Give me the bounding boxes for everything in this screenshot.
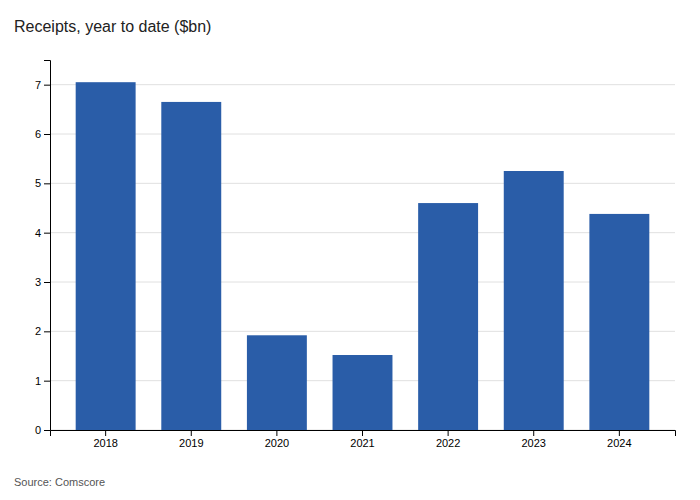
- y-tick-label: 6: [35, 128, 41, 140]
- x-axis-line: [51, 431, 676, 437]
- bars: [76, 82, 650, 430]
- y-tick-label: 3: [35, 276, 41, 288]
- grid: [50, 85, 675, 430]
- grid-line: [50, 282, 675, 283]
- x-tick-mark: [362, 430, 363, 436]
- y-tick-mark: [44, 134, 50, 135]
- x-tick-mark: [448, 430, 449, 436]
- x-tick: 2021: [350, 430, 374, 449]
- y-tick-label: 7: [35, 79, 41, 91]
- grid-line: [50, 183, 675, 184]
- y-tick-label: 1: [35, 375, 41, 387]
- bar: [76, 82, 136, 430]
- title: Receipts, year to date ($bn): [14, 18, 211, 35]
- x-tick-label: 2019: [179, 437, 203, 449]
- x-tick: 2018: [93, 430, 117, 449]
- grid-line: [50, 232, 675, 233]
- x-tick: 2023: [521, 430, 545, 449]
- grid-line: [50, 84, 675, 85]
- y-tick-mark: [44, 233, 50, 234]
- y-tick: 5: [35, 177, 50, 189]
- plot-area: 0 1 2 3 4 5 6 7 2018 2019 2020 2021 2022 2023 2024: [35, 61, 676, 449]
- x-tick-mark: [619, 430, 620, 436]
- x-tick-mark: [276, 430, 277, 436]
- x-tick: 2024: [607, 430, 631, 449]
- x-tick-mark: [105, 430, 106, 436]
- y-tick-mark: [44, 282, 50, 283]
- x-tick-mark: [191, 430, 192, 436]
- x-tick-label: 2018: [93, 437, 117, 449]
- chart-svg: 0 1 2 3 4 5 6 7 2018 2019 2020 2021 2022 2023 2024 Rece…: [0, 0, 700, 500]
- y-tick-label: 5: [35, 177, 41, 189]
- x-tick: 2022: [436, 430, 460, 449]
- y-tick-label: 2: [35, 325, 41, 337]
- bar: [504, 171, 564, 430]
- y-axis-line: [44, 61, 51, 431]
- annotation: Source: Comscore: [14, 476, 105, 488]
- y-tick-label: 0: [35, 424, 41, 436]
- y-tick: 1: [35, 375, 50, 387]
- x-tick-label: 2020: [265, 437, 289, 449]
- y-tick-mark: [44, 430, 50, 431]
- grid-line: [50, 134, 675, 135]
- x-tick: 2019: [179, 430, 203, 449]
- y-tick-mark: [44, 183, 50, 184]
- y-tick: 0: [35, 424, 50, 436]
- y-tick: 7: [35, 79, 50, 91]
- y-tick-label: 4: [35, 227, 41, 239]
- x-tick-label: 2023: [521, 437, 545, 449]
- y-tick-mark: [44, 85, 50, 86]
- x-axis: 2018 2019 2020 2021 2022 2023 2024: [51, 430, 676, 449]
- bar: [418, 203, 478, 430]
- y-tick-mark: [44, 381, 50, 382]
- y-tick: 3: [35, 276, 50, 288]
- y-tick: 2: [35, 325, 50, 337]
- bar: [333, 355, 393, 430]
- y-tick: 4: [35, 227, 50, 239]
- bar: [247, 335, 307, 430]
- x-tick-mark: [533, 430, 534, 436]
- x-tick-label: 2021: [350, 437, 374, 449]
- y-tick-mark: [44, 331, 50, 332]
- x-tick: 2020: [265, 430, 289, 449]
- grid-line: [50, 331, 675, 332]
- x-tick-label: 2024: [607, 437, 631, 449]
- bar: [589, 214, 649, 430]
- x-tick-label: 2022: [436, 437, 460, 449]
- y-tick: 6: [35, 128, 50, 140]
- y-axis: 0 1 2 3 4 5 6 7: [35, 61, 51, 437]
- bar: [161, 102, 221, 430]
